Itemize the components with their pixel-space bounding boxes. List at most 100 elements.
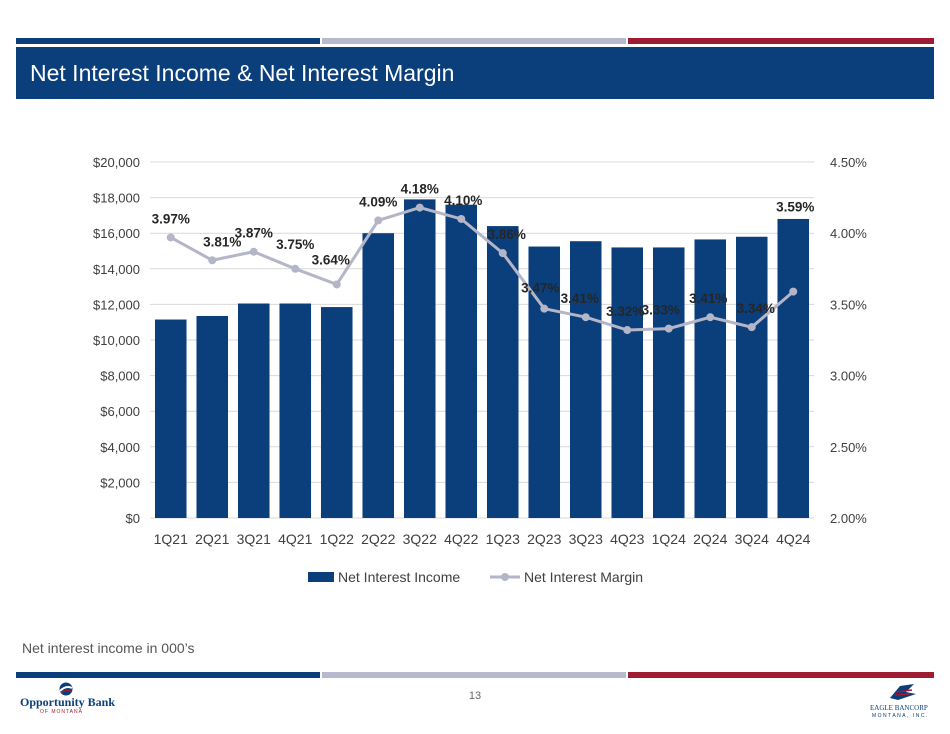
x-tick-label: 2Q24	[693, 531, 727, 547]
eagle-bancorp-logo: EAGLE BANCORP MONTANA, INC.	[858, 682, 938, 722]
top-stripe-red	[628, 38, 934, 44]
y-left-tick-label: $16,000	[93, 226, 140, 241]
bar-1Q24	[652, 247, 685, 518]
data-label: 3.86%	[488, 227, 526, 242]
legend: Net Interest Income Net Interest Margin	[308, 569, 643, 585]
data-label: 3.32%	[606, 304, 644, 319]
bar-2Q24	[694, 239, 727, 518]
x-tick-label: 2Q21	[195, 531, 229, 547]
opportunity-bank-name: Opportunity Bank	[20, 695, 116, 709]
x-tick-label: 1Q22	[320, 531, 354, 547]
y-right-tick-label: 3.50%	[830, 297, 867, 312]
bar-3Q24	[735, 236, 768, 518]
x-tick-label: 4Q22	[444, 531, 478, 547]
x-tick-label: 3Q24	[735, 531, 769, 547]
data-label: 3.41%	[561, 291, 599, 306]
bar-1Q22	[320, 307, 353, 518]
data-label: 4.18%	[401, 182, 439, 197]
y-left-tick-label: $2,000	[100, 475, 140, 490]
y-left-tick-label: $20,000	[93, 155, 140, 170]
data-label: 3.34%	[737, 301, 775, 316]
bars	[154, 199, 810, 519]
margin-point-4Q21	[291, 264, 300, 273]
data-label: 3.81%	[203, 234, 241, 249]
opportunity-bank-logo: Opportunity Bank OF MONTANA	[20, 682, 130, 716]
data-label: 3.47%	[521, 281, 559, 296]
margin-point-4Q23	[623, 326, 632, 335]
page-number: 13	[468, 690, 482, 702]
y-right-tick-label: 4.50%	[830, 155, 867, 170]
x-tick-label: 1Q21	[154, 531, 188, 547]
y-left-tick-label: $18,000	[93, 191, 140, 206]
margin-line	[166, 203, 798, 335]
y-left-tick-label: $14,000	[93, 262, 140, 277]
x-tick-label: 3Q22	[403, 531, 437, 547]
data-label: 3.75%	[276, 237, 314, 252]
opportunity-bank-sub: OF MONTANA	[40, 709, 83, 715]
y-left-tick-label: $12,000	[93, 297, 140, 312]
opportunity-bank-emblem-icon	[59, 682, 73, 696]
margin-point-1Q22	[332, 280, 341, 289]
margin-point-1Q24	[664, 324, 673, 333]
x-tick-label: 4Q23	[610, 531, 644, 547]
bottom-stripe-red	[628, 672, 934, 678]
eagle-flag-icon	[890, 684, 916, 700]
y-left-tick-label: $8,000	[100, 369, 140, 384]
margin-point-2Q21	[208, 256, 217, 265]
title-bar: Net Interest Income & Net Interest Margi…	[16, 47, 934, 99]
legend-swatch-income	[308, 572, 334, 582]
top-stripe-gray	[322, 38, 626, 44]
margin-point-2Q24	[706, 313, 715, 322]
margin-point-1Q23	[498, 249, 507, 258]
x-tick-label: 2Q22	[361, 531, 395, 547]
bar-4Q23	[611, 247, 644, 518]
legend-label-income: Net Interest Income	[338, 569, 460, 585]
margin-point-2Q23	[540, 304, 549, 313]
margin-point-3Q21	[249, 247, 258, 256]
data-label: 4.10%	[444, 193, 482, 208]
bar-1Q23	[486, 226, 519, 518]
bar-1Q21	[154, 319, 187, 518]
data-label: 3.64%	[312, 252, 350, 267]
margin-point-4Q24	[789, 287, 798, 296]
data-label: 3.59%	[776, 200, 814, 215]
axes: $0 $2,000 $4,000 $6,000 $8,000 $10,000 $12,000…	[93, 155, 867, 547]
bottom-stripe-blue	[16, 672, 320, 678]
y-right-tick-label: 2.00%	[830, 511, 867, 526]
data-labels: 3.97% 3.81%3.87%3.75%3.64% 4.09% 4.18% 4.10%…	[152, 182, 815, 319]
bottom-stripe-gray	[322, 672, 626, 678]
data-label: 3.87%	[235, 226, 273, 241]
margin-point-2Q22	[374, 216, 383, 225]
margin-point-3Q23	[581, 313, 590, 322]
margin-point-1Q21	[166, 233, 175, 242]
margin-point-4Q22	[457, 214, 466, 223]
bar-4Q22	[445, 204, 478, 518]
margin-line-path	[170, 206, 795, 332]
legend-marker-margin	[501, 573, 509, 581]
data-label: 3.33%	[642, 303, 680, 318]
bar-3Q22	[403, 199, 436, 518]
top-stripe-blue	[16, 38, 320, 44]
data-label: 4.09%	[359, 194, 397, 209]
bar-4Q24	[777, 218, 810, 518]
margin-point-3Q24	[747, 323, 756, 332]
chart: $0 $2,000 $4,000 $6,000 $8,000 $10,000 $12,000…	[93, 155, 867, 585]
y-right-tick-label: 2.50%	[830, 440, 867, 455]
y-left-tick-label: $10,000	[93, 333, 140, 348]
legend-label-margin: Net Interest Margin	[524, 569, 643, 585]
page-title: Net Interest Income & Net Interest Margi…	[30, 59, 455, 86]
bar-3Q23	[569, 241, 602, 518]
x-tick-label: 3Q23	[569, 531, 603, 547]
eagle-bancorp-sub: MONTANA, INC.	[872, 713, 929, 719]
footnote: Net interest income in 000’s	[22, 640, 195, 656]
x-tick-label: 1Q23	[486, 531, 520, 547]
x-tick-label: 4Q21	[278, 531, 312, 547]
data-label: 3.97%	[152, 211, 190, 226]
bar-4Q21	[279, 303, 312, 518]
bar-2Q21	[196, 315, 229, 518]
y-right-tick-label: 3.00%	[830, 369, 867, 384]
data-label: 3.41%	[689, 291, 727, 306]
x-tick-label: 2Q23	[527, 531, 561, 547]
y-left-tick-label: $4,000	[100, 440, 140, 455]
bar-2Q22	[362, 233, 395, 518]
